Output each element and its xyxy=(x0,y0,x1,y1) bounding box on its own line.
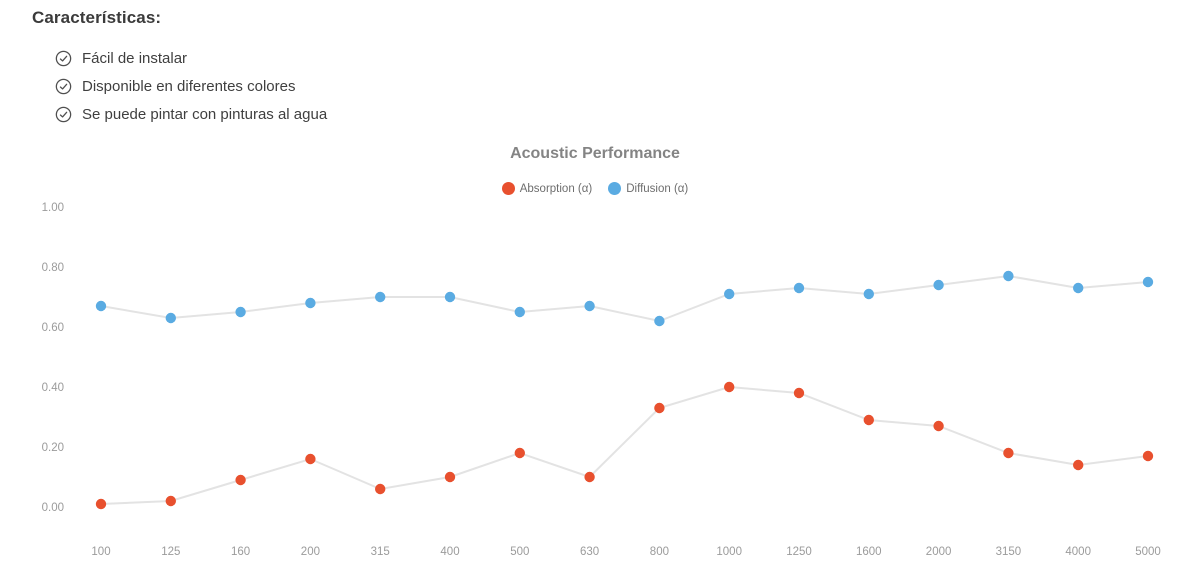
y-axis-tick: 0.40 xyxy=(42,382,64,394)
y-axis-tick: 0.00 xyxy=(42,502,64,514)
x-axis-tick: 3150 xyxy=(996,546,1022,558)
x-axis-tick: 630 xyxy=(580,546,599,558)
chart-title: Acoustic Performance xyxy=(510,145,680,162)
data-point[interactable] xyxy=(863,414,874,426)
data-point[interactable] xyxy=(654,315,665,327)
data-point[interactable] xyxy=(1142,276,1154,288)
series-line-absorption- xyxy=(100,385,1149,505)
data-point[interactable] xyxy=(235,474,246,486)
acoustic-performance-chart: Acoustic Performance Absorption (α) Diff… xyxy=(0,140,1200,577)
data-point[interactable] xyxy=(933,279,944,291)
data-point[interactable] xyxy=(165,495,176,507)
data-point[interactable] xyxy=(933,420,944,432)
feature-label: Disponible en diferentes colores xyxy=(82,77,296,95)
data-point[interactable] xyxy=(444,471,456,483)
data-point[interactable] xyxy=(95,300,107,312)
feature-label: Se puede pintar con pinturas al agua xyxy=(82,105,328,123)
x-axis-tick: 4000 xyxy=(1065,546,1091,558)
data-point[interactable] xyxy=(305,453,316,465)
x-axis-tick: 500 xyxy=(510,546,529,558)
feature-item: Disponible en diferentes colores xyxy=(55,72,327,100)
data-point[interactable] xyxy=(95,498,107,510)
y-axis-tick: 0.80 xyxy=(42,262,64,274)
data-point[interactable] xyxy=(863,288,874,300)
check-circle-icon xyxy=(55,106,72,122)
chart-legend: Absorption (α) Diffusion (α) xyxy=(0,182,1190,195)
check-circle-icon xyxy=(55,78,72,94)
feature-item: Fácil de instalar xyxy=(55,44,327,72)
data-point[interactable] xyxy=(1073,459,1084,471)
x-axis-tick: 100 xyxy=(91,546,110,558)
x-axis-tick: 200 xyxy=(301,546,320,558)
x-axis-tick: 1000 xyxy=(716,546,742,558)
x-axis-tick: 1250 xyxy=(786,546,812,558)
legend-swatch-absorption-icon xyxy=(501,182,515,195)
data-point[interactable] xyxy=(514,447,525,459)
x-axis-tick: 315 xyxy=(371,546,390,558)
data-point[interactable] xyxy=(584,300,595,312)
data-point[interactable] xyxy=(1003,270,1014,282)
legend-label-diffusion: Diffusion (α) xyxy=(626,182,689,195)
legend-item-diffusion[interactable]: Diffusion (α) xyxy=(608,182,688,195)
data-point[interactable] xyxy=(305,297,316,309)
data-point[interactable] xyxy=(724,288,735,300)
check-circle-icon xyxy=(55,50,72,66)
x-axis-tick: 400 xyxy=(440,546,459,558)
legend-label-absorption: Absorption (α) xyxy=(519,182,593,195)
features-heading: Características: xyxy=(32,8,162,27)
x-axis-tick: 1600 xyxy=(856,546,882,558)
data-point[interactable] xyxy=(584,471,595,483)
y-axis-tick: 1.00 xyxy=(42,202,64,214)
x-axis-tick: 125 xyxy=(161,546,180,558)
data-point[interactable] xyxy=(165,312,176,324)
chart-plot-area: 0.00 0.20 0.40 0.60 0.80 1.00 100 125 160 200 315 4… xyxy=(42,202,1161,558)
data-point[interactable] xyxy=(375,291,386,303)
data-point[interactable] xyxy=(1142,450,1154,462)
data-point[interactable] xyxy=(1003,447,1014,459)
data-point[interactable] xyxy=(444,291,456,303)
data-point[interactable] xyxy=(375,483,386,495)
legend-swatch-diffusion-icon xyxy=(608,182,622,195)
x-axis-tick: 160 xyxy=(231,546,250,558)
features-list: Fácil de instalar Disponible en diferente… xyxy=(55,44,327,128)
data-point[interactable] xyxy=(1073,282,1084,294)
data-point[interactable] xyxy=(793,387,805,399)
data-point[interactable] xyxy=(514,306,525,318)
x-axis-tick: 2000 xyxy=(926,546,952,558)
y-axis-tick: 0.20 xyxy=(42,442,64,454)
feature-label: Fácil de instalar xyxy=(82,49,188,67)
data-point[interactable] xyxy=(793,282,805,294)
y-axis-tick: 0.60 xyxy=(42,322,64,334)
x-axis-tick: 5000 xyxy=(1135,546,1161,558)
data-point[interactable] xyxy=(724,381,735,393)
legend-item-absorption[interactable]: Absorption (α) xyxy=(501,182,593,195)
data-point[interactable] xyxy=(235,306,246,318)
series-line-diffusion- xyxy=(100,274,1149,323)
x-axis-tick: 800 xyxy=(650,546,669,558)
data-point[interactable] xyxy=(654,402,665,414)
feature-item: Se puede pintar con pinturas al agua xyxy=(55,100,327,128)
